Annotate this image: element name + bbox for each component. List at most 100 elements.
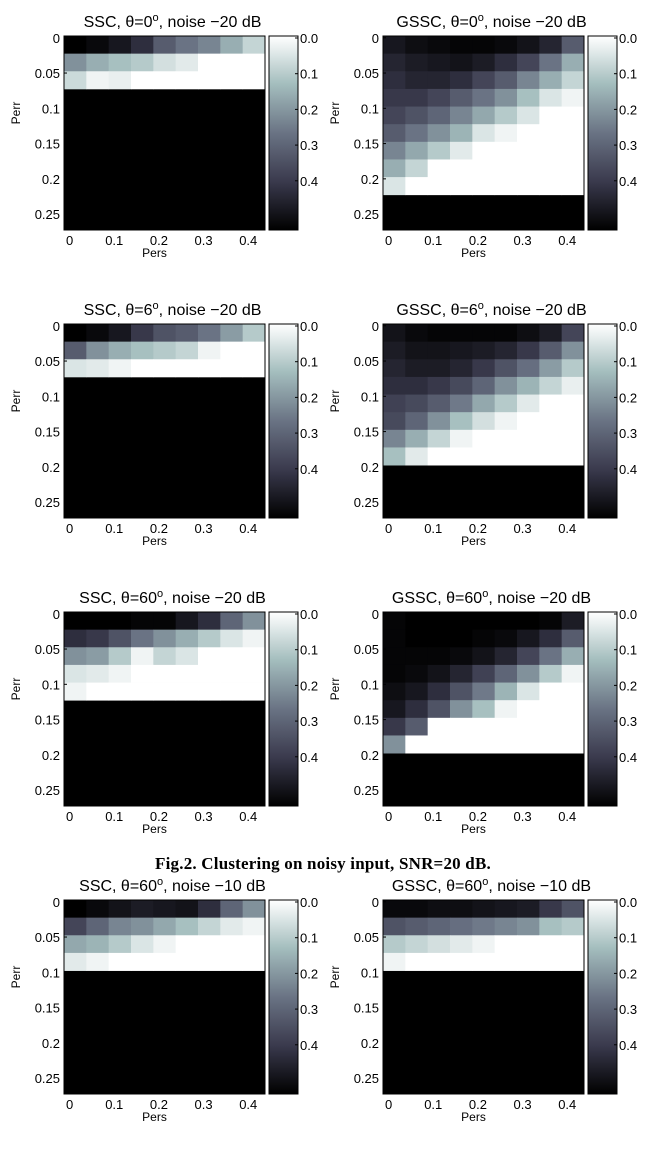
heatmap-cell	[427, 429, 451, 448]
plot-frame	[63, 323, 266, 519]
colorbar	[587, 899, 618, 1095]
x-tick-label: 0.1	[105, 1097, 123, 1112]
heatmap-cell	[427, 71, 451, 90]
heatmap-cell	[472, 700, 496, 719]
heatmap-cell	[108, 682, 132, 701]
heatmap-cell	[427, 53, 451, 72]
y-tick-label: 0.2	[361, 748, 379, 763]
heatmap-cell	[405, 177, 429, 196]
heatmap-cell	[383, 106, 406, 125]
heatmap-cell	[153, 900, 177, 919]
heatmap-cell	[153, 682, 177, 701]
heatmap-cell	[383, 159, 406, 178]
heatmap-cell	[517, 36, 540, 55]
heatmap-cell	[131, 917, 154, 936]
heatmap-cell	[494, 612, 518, 631]
heatmap-cell	[405, 88, 429, 107]
heatmap-cell	[472, 359, 496, 378]
heatmap-cell	[220, 324, 244, 343]
heatmap-cell	[539, 341, 563, 360]
y-tick-label: 0.15	[354, 1001, 379, 1016]
heatmap-cell	[64, 612, 87, 631]
heatmap-cell	[427, 124, 451, 143]
y-tick-label: 0.05	[35, 642, 60, 657]
heatmap-cell	[405, 159, 429, 178]
heatmap-cell	[450, 324, 473, 343]
heatmap-cell	[494, 177, 518, 196]
heatmap-cell	[472, 612, 496, 631]
heatmap-cell	[242, 900, 266, 919]
x-tick-label: 0	[66, 1097, 73, 1112]
heatmap-cell	[561, 324, 585, 343]
heatmap-cell	[108, 324, 132, 343]
y-tick-label: 0	[53, 607, 60, 622]
x-axis-label: Pers	[142, 1110, 167, 1124]
colorbar-tick-label: 0.4	[300, 174, 318, 189]
y-tick-label: 0.25	[35, 207, 60, 222]
heatmap-cell	[383, 900, 406, 919]
heatmap-cell	[64, 36, 87, 55]
heatmap-cell	[405, 141, 429, 160]
heatmap-cell	[539, 735, 563, 754]
heatmap-cell	[198, 341, 221, 360]
heatmap-cell	[383, 53, 406, 72]
colorbar-tick-label: 0.4	[619, 1038, 637, 1053]
panel-title: GSSC, θ=60o, noise −20 dB	[392, 588, 591, 607]
heatmap-cell	[472, 88, 496, 107]
heatmap-cell	[198, 324, 221, 343]
heatmap-cell	[198, 647, 221, 666]
x-tick-label: 0	[66, 233, 73, 248]
y-tick-label: 0.05	[354, 642, 379, 657]
heatmap-cell	[108, 359, 132, 378]
colorbar-tick-label: 0.2	[300, 966, 318, 981]
heatmap-cell	[131, 324, 154, 343]
x-tick-label: 0.1	[424, 233, 442, 248]
heatmap-cell	[561, 124, 585, 143]
heatmap-cell	[539, 124, 563, 143]
heatmap-cell	[427, 394, 451, 413]
x-tick-label: 0.2	[150, 521, 168, 536]
heatmap-cell	[450, 412, 473, 431]
heatmap-cell	[131, 935, 154, 954]
heatmap-cell	[242, 359, 266, 378]
heatmap-cell	[383, 376, 406, 395]
y-tick-label: 0	[372, 319, 379, 334]
panel-title: SSC, θ=6o, noise −20 dB	[84, 300, 262, 319]
heatmap-cell	[472, 341, 496, 360]
heatmap-cell	[198, 36, 221, 55]
colorbar	[268, 323, 299, 519]
y-tick-label: 0.2	[42, 748, 60, 763]
heatmap-cell	[405, 717, 429, 736]
plot-frame	[382, 323, 585, 519]
colorbar-tick-label: 0.4	[619, 750, 637, 765]
heatmap-cell	[427, 935, 451, 954]
heatmap-panel-3: SSC, θ=6o, noise −20 dB 0 0.1 0.2 0.3 0.4 Pers…	[9, 300, 318, 548]
heatmap-cell	[472, 106, 496, 125]
heatmap-cell	[383, 682, 406, 701]
y-tick-label: 0.15	[354, 137, 379, 152]
colorbar-tick-label: 0.1	[619, 643, 637, 658]
x-tick-label: 0.3	[195, 809, 213, 824]
heatmap-cell	[539, 612, 563, 631]
heatmap-cell	[561, 612, 585, 631]
heatmap-cell	[494, 429, 518, 448]
heatmap-cell	[198, 359, 221, 378]
x-tick-label: 0.4	[558, 809, 576, 824]
heatmap-cell	[153, 612, 177, 631]
heatmap-cell	[242, 341, 266, 360]
heatmap-cell	[517, 124, 540, 143]
heatmap-cell	[198, 629, 221, 648]
heatmap-cell	[539, 647, 563, 666]
heatmap-cell	[561, 664, 585, 683]
panel-title: GSSC, θ=0o, noise −20 dB	[396, 12, 586, 31]
heatmap-cell	[175, 629, 199, 648]
heatmap-cell	[472, 159, 496, 178]
heatmap-cell	[108, 664, 132, 683]
heatmap-cell	[383, 359, 406, 378]
heatmap-cell	[242, 664, 266, 683]
heatmap-cell	[472, 900, 496, 919]
heatmap-cell	[198, 935, 221, 954]
plot-frame	[63, 611, 266, 807]
x-tick-label: 0.2	[150, 1097, 168, 1112]
heatmap-cell	[427, 917, 451, 936]
